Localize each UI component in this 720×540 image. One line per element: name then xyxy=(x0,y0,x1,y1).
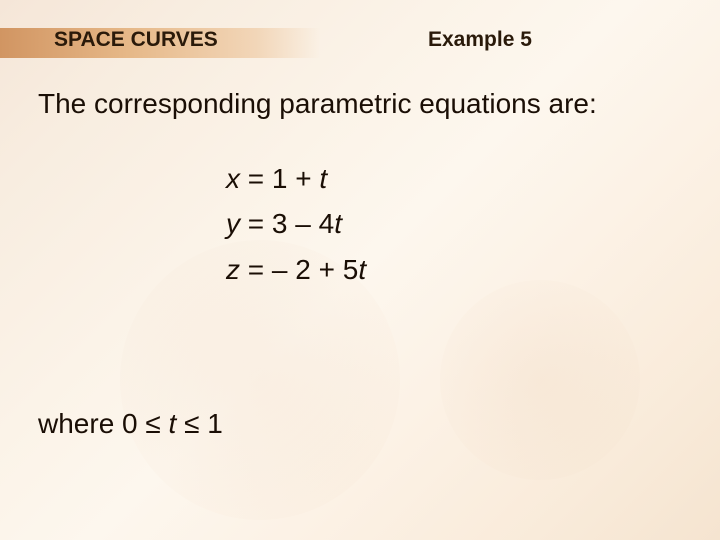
eq2-lhs-var: y xyxy=(226,208,240,239)
intro-text: The corresponding parametric equations a… xyxy=(38,82,682,127)
equation-x: x = 1 + t xyxy=(226,157,682,200)
equation-z: z = – 2 + 5t xyxy=(226,248,682,291)
decorative-circle-2 xyxy=(440,280,640,480)
eq3-var-t: t xyxy=(358,254,366,285)
section-title: SPACE CURVES xyxy=(54,28,218,52)
example-label: Example 5 xyxy=(428,28,532,52)
eq3-lhs-var: z xyxy=(226,254,240,285)
eq1-lhs-var: x xyxy=(226,163,240,194)
eq2-var-t: t xyxy=(334,208,342,239)
condition-suffix: ≤ 1 xyxy=(176,408,223,439)
eq2-rhs: = 3 – 4 xyxy=(240,208,334,239)
eq3-rhs: = – 2 + 5 xyxy=(240,254,358,285)
content-area: The corresponding parametric equations a… xyxy=(38,82,682,293)
equations-block: x = 1 + t y = 3 – 4t z = – 2 + 5t xyxy=(226,157,682,291)
eq1-rhs: = 1 + xyxy=(240,163,319,194)
eq1-var-t: t xyxy=(319,163,327,194)
equation-y: y = 3 – 4t xyxy=(226,202,682,245)
condition-text: where 0 ≤ t ≤ 1 xyxy=(38,408,223,440)
condition-prefix: where 0 ≤ xyxy=(38,408,169,439)
